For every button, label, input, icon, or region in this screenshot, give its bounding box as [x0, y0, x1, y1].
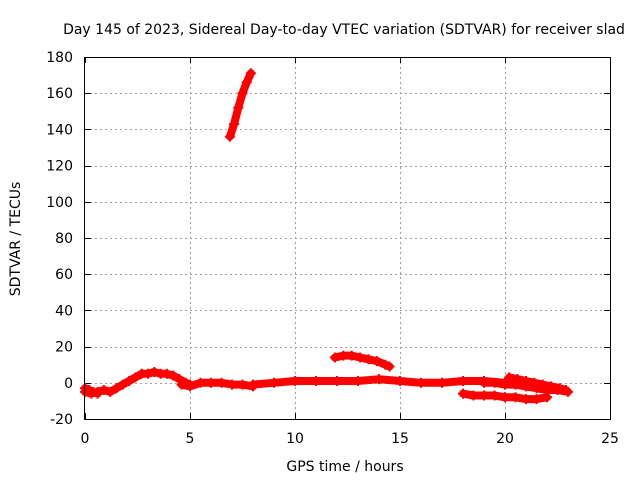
x-tick-label: 15 [391, 431, 409, 447]
data-series [80, 68, 573, 405]
data-point [216, 377, 227, 388]
data-point [224, 131, 235, 142]
data-point [329, 352, 340, 363]
data-point [98, 385, 109, 396]
data-point [355, 352, 366, 363]
data-point [117, 379, 128, 390]
data-point [560, 385, 571, 396]
data-point [546, 381, 557, 392]
data-point [537, 379, 548, 390]
data-point [233, 102, 244, 113]
chart-title: Day 145 of 2023, Sidereal Day-to-day VTE… [63, 22, 625, 38]
data-point [149, 366, 160, 377]
data-point [130, 372, 141, 383]
data-point [92, 388, 103, 399]
data-point [371, 356, 382, 367]
data-point [332, 375, 342, 386]
y-tick-label: 60 [55, 267, 73, 283]
data-point [489, 377, 500, 388]
series-arc-5 [329, 350, 395, 372]
data-point [554, 383, 565, 394]
data-point [353, 375, 363, 386]
data-point [143, 368, 153, 379]
data-point [206, 377, 216, 388]
y-tick-label: 80 [55, 231, 73, 247]
data-point [237, 88, 248, 99]
data-point [245, 68, 256, 79]
data-point [384, 361, 395, 372]
data-point [479, 390, 489, 401]
data-point [416, 377, 426, 388]
data-point [311, 375, 321, 386]
series-arc-6 [458, 388, 552, 405]
data-point [227, 379, 237, 390]
data-point [290, 375, 300, 386]
data-point [500, 392, 510, 403]
data-point [468, 390, 479, 401]
data-point [504, 372, 515, 383]
data-point [531, 394, 542, 405]
series-arc-4 [224, 68, 256, 142]
data-point [510, 392, 521, 403]
data-point [458, 388, 468, 399]
series-arc-8 [504, 372, 571, 396]
y-tick-label: 100 [46, 195, 73, 211]
data-point [363, 354, 374, 365]
data-point [161, 368, 172, 379]
y-axis-label: SDTVAR / TECUs [8, 182, 24, 297]
x-tick-label: 5 [186, 431, 195, 447]
data-point [105, 386, 116, 397]
data-point [338, 350, 349, 361]
y-tick-label: 20 [55, 340, 73, 356]
data-point [512, 374, 523, 385]
data-point [176, 379, 187, 390]
axis-ticks: 0 5 10 15 20 25 -20 0 20 40 60 80 100 120 140 160 180 [46, 50, 619, 447]
data-point [489, 390, 500, 401]
data-point [395, 375, 405, 386]
data-point [374, 374, 384, 385]
data-point [346, 350, 357, 361]
y-tick-label: 180 [46, 50, 73, 66]
data-point [168, 370, 179, 381]
data-point [111, 383, 122, 394]
x-tick-label: 20 [496, 431, 514, 447]
x-tick-label: 10 [286, 431, 304, 447]
data-point [241, 77, 252, 88]
data-point [521, 375, 531, 386]
data-point [185, 381, 195, 392]
plot-frame [84, 57, 611, 420]
data-point [500, 379, 510, 390]
x-tick-label: 0 [81, 431, 90, 447]
grid [85, 57, 610, 419]
data-point [458, 375, 468, 386]
x-tick-label: 25 [601, 431, 619, 447]
y-tick-label: 40 [55, 303, 73, 319]
x-axis-label: GPS time / hours [286, 459, 403, 475]
y-tick-label: 160 [46, 86, 73, 102]
data-point [269, 377, 279, 388]
data-point [195, 377, 206, 388]
data-point [248, 379, 258, 390]
series-arc-1 [80, 366, 195, 399]
y-tick-label: -20 [50, 412, 73, 428]
data-point [437, 377, 447, 388]
y-tick-label: 140 [46, 122, 73, 138]
data-point [124, 375, 135, 386]
y-tick-label: 120 [46, 159, 73, 175]
data-point [529, 377, 540, 388]
series-arc-9 [80, 383, 103, 399]
data-point [237, 379, 248, 390]
data-point [479, 377, 489, 388]
series-arc-2 [176, 377, 258, 392]
data-point [229, 118, 240, 129]
data-point [521, 394, 531, 405]
y-tick-label: 0 [64, 376, 73, 392]
